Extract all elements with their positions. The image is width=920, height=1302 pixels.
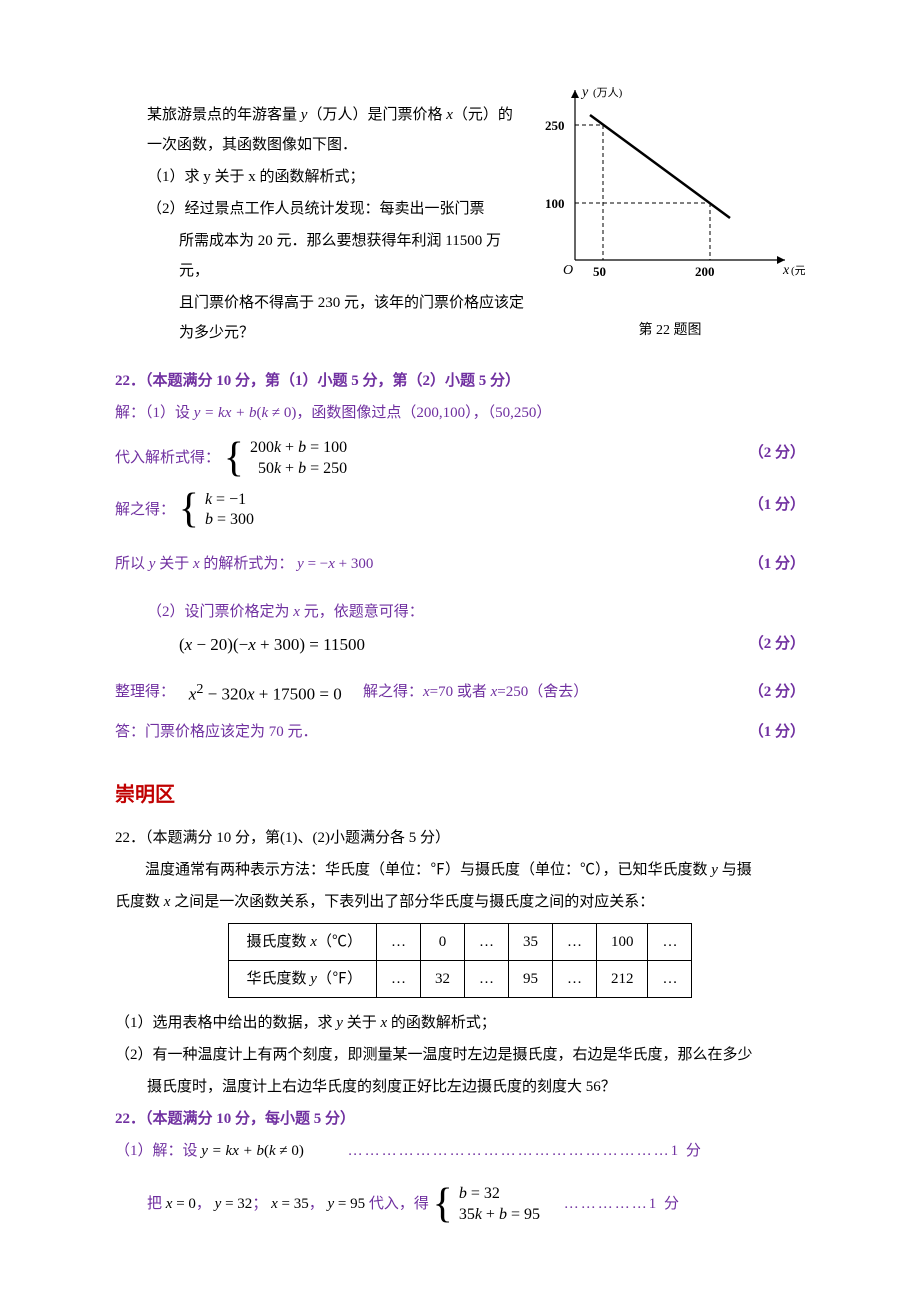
sub-x35: x <box>271 1196 278 1212</box>
q22b-sol1-row: （1）解：设 y = kx + b(k ≠ 0) ………………………………………… <box>115 1136 805 1166</box>
district-title: 崇明区 <box>115 775 805 815</box>
row2-label: 华氏度数 y（℉） <box>228 961 376 998</box>
score-1a: （1 分） <box>749 490 805 520</box>
q22b-block: 22．（本题满分 10 分，第(1)、(2)小题满分各 5 分） 温度通常有两种… <box>115 823 805 1226</box>
system3: { b = 32 35k + b = 95 <box>433 1184 540 1226</box>
text: 解：（1）设 y = kx + b(k ≠ 0)，函数图像过点（200,100）… <box>115 405 551 421</box>
svg-text:x: x <box>782 263 790 278</box>
text: 某旅游景点的年游客量 y（万人）是门票价格 x（元）的一次函数，其函数图像如下图… <box>147 107 513 153</box>
sys1a: 200k + b = 100 <box>250 438 347 459</box>
cell: … <box>552 924 596 961</box>
sol1-prefix: （1）解：设 <box>115 1143 201 1159</box>
cell: 35 <box>508 924 552 961</box>
q22a-so-row: 所以 y 关于 x 的解析式为： y = −x + 300 （1 分） <box>115 549 805 579</box>
score-2c: （2 分） <box>749 677 805 707</box>
sub-prefix: 把 <box>147 1196 166 1212</box>
svg-text:200: 200 <box>695 264 715 279</box>
cell: … <box>376 961 420 998</box>
q22b-part1: （1）选用表格中给出的数据，求 y 关于 x 的函数解析式； <box>115 1008 805 1038</box>
cell: 212 <box>596 961 648 998</box>
q22a-profit-eq-row: (x − 20)(−x + 300) = 11500 （2 分） <box>115 629 805 659</box>
q22b-part2a: （2）有一种温度计上有两个刻度，即测量某一温度时左边是摄氏度，右边是华氏度，那么… <box>115 1040 805 1070</box>
svg-text:50: 50 <box>593 264 606 279</box>
svg-text:(万人): (万人) <box>593 86 623 99</box>
svg-text:(元): (元) <box>791 265 805 277</box>
q22a-answer-row: 答：门票价格应该定为 70 元． （1 分） <box>115 717 805 747</box>
cell: … <box>376 924 420 961</box>
svg-text:O: O <box>563 263 573 278</box>
eq35: = 35 <box>278 1196 309 1212</box>
q22a-sol-line1: 解：（1）设 y = kx + b(k ≠ 0)，函数图像过点（200,100）… <box>115 398 805 428</box>
so-text: 所以 y 关于 x 的解析式为： y = −x + 300 <box>115 556 373 572</box>
q22a-substitute-row: 代入解析式得： { 200k + b = 100 50k + b = 250 （… <box>115 438 805 480</box>
answer: 答：门票价格应该定为 70 元． <box>115 724 318 740</box>
semi: ； <box>252 1196 267 1212</box>
sub-dots: ……………1 分 <box>564 1196 681 1212</box>
profit-eq: (x − 20)(−x + 300) = 11500 <box>115 634 365 656</box>
cell: 0 <box>420 924 464 961</box>
arrange-label: 整理得： <box>115 684 175 700</box>
cell: 32 <box>420 961 464 998</box>
graph-svg: y (万人) x (元) O 250 100 50 200 <box>535 80 805 300</box>
graph-caption: 第 22 题图 <box>535 317 805 345</box>
eq32: = 32 <box>221 1196 252 1212</box>
c1: ， <box>196 1196 211 1212</box>
q22b-sol-header: 22．（本题满分 10 分，每小题 5 分） <box>115 1104 805 1134</box>
sys2b: b = 300 <box>205 510 254 531</box>
sol1-dots: …………………………………………………1 分 <box>348 1143 703 1159</box>
cell: … <box>464 924 508 961</box>
q22b-intro1: 温度通常有两种表示方法：华氏度（单位：℉）与摄氏度（单位：℃），已知华氏度数 y… <box>115 855 805 885</box>
sub-action: 代入，得 <box>369 1196 429 1212</box>
q22b-intro2: 氏度数 x 之间是一次函数关系，下表列出了部分华氏度与摄氏度之间的对应关系： <box>115 887 805 917</box>
table-row: 华氏度数 y（℉） … 32 … 95 … 212 … <box>228 961 692 998</box>
score-1c: （1 分） <box>749 717 805 747</box>
quad-eq: x2 − 320x + 17500 = 0 <box>189 680 342 706</box>
table-row: 摄氏度数 x（℃） … 0 … 35 … 100 … <box>228 924 692 961</box>
graph-figure: y (万人) x (元) O 250 100 50 200 第 22 题图 <box>535 80 805 345</box>
cell: 100 <box>596 924 648 961</box>
q22a-sol-header: 22．（本题满分 10 分，第（1）小题 5 分，第（2）小题 5 分） <box>115 366 805 396</box>
temperature-table: 摄氏度数 x（℃） … 0 … 35 … 100 … 华氏度数 y（℉） … 3… <box>228 923 693 998</box>
q22b-part2b: 摄氏度时，温度计上右边华氏度的刻度正好比左边摄氏度的刻度大 56？ <box>115 1072 805 1102</box>
c2: ， <box>309 1196 324 1212</box>
score-2a: （2 分） <box>749 438 805 468</box>
substitute-label: 代入解析式得： <box>115 450 220 466</box>
sys2a: k = −1 <box>205 490 254 511</box>
cell: 95 <box>508 961 552 998</box>
sys3a: b = 32 <box>459 1184 540 1205</box>
cell: … <box>552 961 596 998</box>
svg-text:y: y <box>580 85 589 100</box>
sys3b: 35k + b = 95 <box>459 1205 540 1226</box>
svg-text:100: 100 <box>545 196 565 211</box>
solve2: 解之得：x=70 或者 x=250（舍去） <box>355 684 588 700</box>
sol1-cond: (k ≠ 0) <box>264 1143 304 1159</box>
row1-label: 摄氏度数 x（℃） <box>228 924 376 961</box>
sol1-eq: y = kx + b <box>201 1143 264 1159</box>
score-1b: （1 分） <box>749 549 805 579</box>
eq0: = 0 <box>172 1196 195 1212</box>
cell: … <box>648 961 692 998</box>
q22b-sub-row: 把 x = 0， y = 32； x = 35， y = 95 代入，得 { b… <box>115 1184 805 1226</box>
cell: … <box>648 924 692 961</box>
svg-text:250: 250 <box>545 118 565 133</box>
sys1b: 50k + b = 250 <box>250 459 347 480</box>
system2: { k = −1 b = 300 <box>179 490 254 532</box>
solve-label: 解之得： <box>115 502 175 518</box>
q22a-arrange-row: 整理得： x2 − 320x + 17500 = 0 解之得：x=70 或者 x… <box>115 677 805 707</box>
q22b-header: 22．（本题满分 10 分，第(1)、(2)小题满分各 5 分） <box>115 823 805 853</box>
eq95: = 95 <box>334 1196 365 1212</box>
cell: … <box>464 961 508 998</box>
system1: { 200k + b = 100 50k + b = 250 <box>224 438 347 480</box>
score-2b: （2 分） <box>749 629 805 659</box>
q22a-block: y (万人) x (元) O 250 100 50 200 第 22 题图 某旅… <box>115 100 805 747</box>
q22a-part2-sol: （2）设门票价格定为 x 元，依题意可得： <box>115 597 805 627</box>
q22a-solve-row: 解之得： { k = −1 b = 300 （1 分） <box>115 490 805 532</box>
